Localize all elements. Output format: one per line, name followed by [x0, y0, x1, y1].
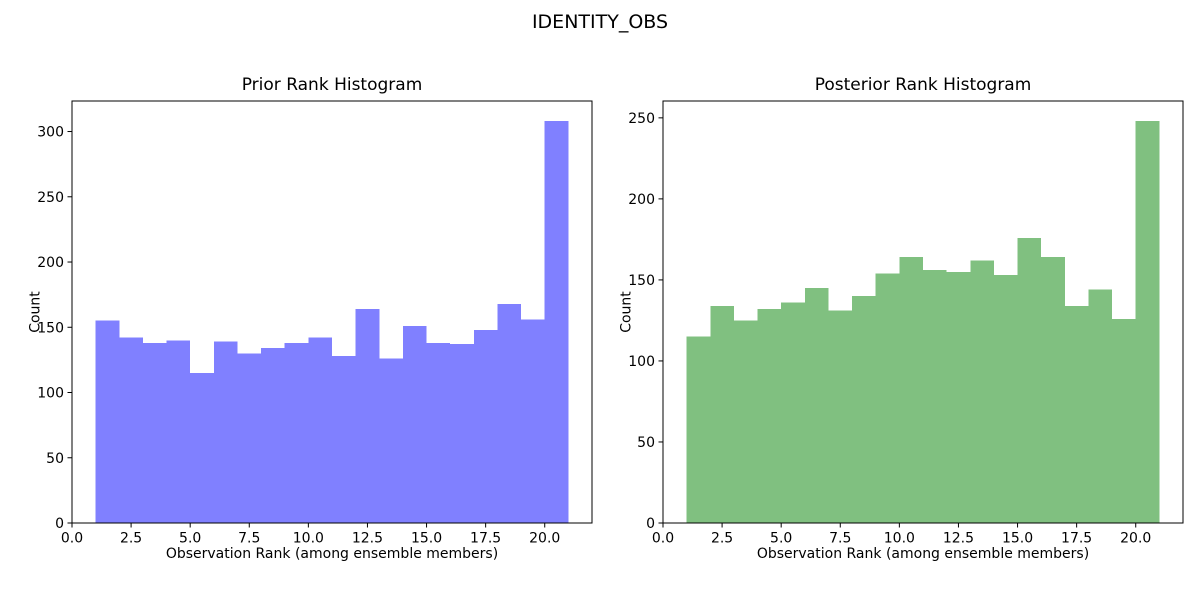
histogram-bar: [544, 121, 569, 523]
posterior-x-axis-label: Observation Rank (among ensemble members…: [756, 546, 1090, 562]
y-tick-label: 150: [628, 273, 655, 289]
prior-rank-histogram: 0.0 2.5 5.0 7.5 10.0 12.5 15.0 17.5 20.0 0 50 100 15…: [37, 100, 593, 547]
y-tick-label: 250: [628, 111, 655, 127]
x-tick-label: 20.0: [529, 531, 560, 547]
y-tick-label: 100: [37, 386, 64, 402]
histogram-bar: [355, 309, 380, 523]
x-tick-label: 12.5: [352, 531, 383, 547]
x-tick-label: 7.5: [829, 531, 851, 547]
prior-plot-title: Prior Rank Histogram: [241, 75, 423, 95]
histogram-bar: [899, 257, 923, 523]
histogram-bar: [450, 344, 474, 523]
x-tick-label: 10.0: [293, 531, 324, 547]
histogram-bar: [95, 320, 120, 523]
posterior-y-axis-ticks: 0 50 100 150 200 250: [628, 111, 663, 532]
histogram-bar: [166, 340, 191, 523]
x-tick-label: 15.0: [411, 531, 442, 547]
figure-title: IDENTITY_OBS: [531, 11, 669, 33]
prior-histogram-bars: [95, 121, 569, 523]
x-tick-label: 7.5: [238, 531, 260, 547]
x-tick-label: 20.0: [1120, 531, 1151, 547]
histogram-bar: [1135, 121, 1160, 523]
histogram-bar: [213, 341, 238, 523]
posterior-histogram-bars: [686, 121, 1160, 523]
y-tick-label: 150: [37, 320, 64, 336]
y-tick-label: 250: [37, 190, 64, 206]
histogram-bar: [473, 329, 498, 523]
y-tick-label: 50: [46, 451, 64, 467]
histogram-bar: [733, 320, 758, 523]
histogram-bar: [1112, 318, 1136, 523]
y-tick-label: 50: [637, 435, 655, 451]
histogram-bar: [852, 296, 876, 523]
histogram-bar: [190, 372, 214, 523]
histogram-bar: [119, 337, 143, 523]
histogram-bar: [284, 342, 309, 523]
histogram-bar: [1064, 305, 1089, 523]
histogram-bar: [970, 260, 994, 523]
histogram-bar: [1088, 289, 1113, 523]
histogram-bar: [804, 288, 829, 523]
x-tick-label: 17.5: [470, 531, 501, 547]
x-tick-label: 2.5: [711, 531, 733, 547]
histogram-bar: [781, 302, 805, 523]
posterior-rank-histogram: 0.0 2.5 5.0 7.5 10.0 12.5 15.0 17.5 20.0 0 50 100 15…: [628, 100, 1184, 547]
y-tick-label: 0: [55, 516, 64, 532]
prior-x-axis-label: Observation Rank (among ensemble members…: [165, 546, 499, 562]
posterior-axes-frame: [662, 100, 1184, 524]
prior-axes-frame: [71, 100, 593, 524]
histogram-bar: [946, 271, 971, 523]
histogram-bar: [923, 270, 947, 523]
histogram-bar: [308, 337, 332, 523]
histogram-bar: [497, 303, 522, 523]
histogram-bar: [402, 325, 427, 523]
histogram-bar: [1041, 257, 1065, 523]
x-tick-label: 5.0: [179, 531, 201, 547]
histogram-bar: [379, 358, 403, 523]
histogram-bar: [710, 305, 734, 523]
histogram-bar: [1017, 237, 1042, 523]
y-tick-label: 100: [628, 354, 655, 370]
y-tick-label: 200: [628, 192, 655, 208]
histogram-bar: [521, 319, 545, 523]
x-tick-label: 17.5: [1061, 531, 1092, 547]
x-tick-label: 2.5: [120, 531, 142, 547]
prior-y-axis-ticks: 0 50 100 150 200 250 300: [37, 125, 72, 532]
x-tick-label: 15.0: [1002, 531, 1033, 547]
posterior-plot-title: Posterior Rank Histogram: [814, 75, 1032, 95]
histogram-bar: [426, 342, 451, 523]
histogram-bar: [757, 309, 782, 523]
x-tick-label: 0.0: [652, 531, 674, 547]
prior-x-axis-ticks: 0.0 2.5 5.0 7.5 10.0 12.5 15.0 17.5 20.0: [61, 523, 560, 547]
histogram-bar: [142, 342, 167, 523]
x-tick-label: 12.5: [943, 531, 974, 547]
posterior-x-axis-ticks: 0.0 2.5 5.0 7.5 10.0 12.5 15.0 17.5 20.0: [652, 523, 1151, 547]
x-tick-label: 10.0: [884, 531, 915, 547]
y-tick-label: 200: [37, 255, 64, 271]
x-tick-label: 0.0: [61, 531, 83, 547]
histogram-bar: [993, 275, 1018, 523]
histogram-bar: [237, 353, 262, 523]
histogram-bar: [686, 336, 711, 523]
histogram-bar: [261, 348, 285, 523]
histogram-bar: [875, 273, 900, 523]
histogram-bar: [332, 355, 356, 523]
y-tick-label: 300: [37, 125, 64, 141]
x-tick-label: 5.0: [770, 531, 792, 547]
y-tick-label: 0: [646, 516, 655, 532]
histogram-bar: [828, 310, 853, 523]
